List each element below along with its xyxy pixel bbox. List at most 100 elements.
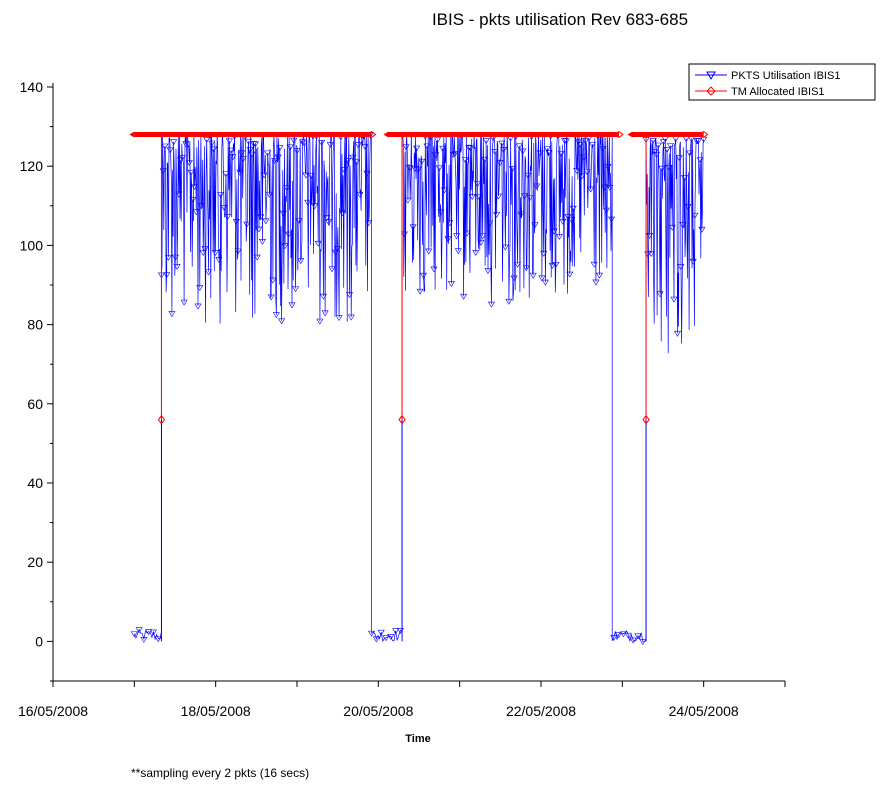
util-marker (522, 265, 530, 272)
util-marker (569, 205, 577, 212)
util-marker (493, 211, 501, 218)
util-marker (345, 292, 354, 299)
series-tm-allocated (129, 130, 709, 642)
util-marker (145, 629, 153, 636)
util-marker (283, 185, 291, 192)
util-marker (414, 166, 422, 173)
util-marker (520, 193, 529, 199)
util-marker (602, 207, 610, 214)
util-marker (274, 154, 282, 161)
util-marker (538, 275, 546, 282)
util-marker (519, 148, 527, 155)
util-marker (592, 279, 600, 286)
util-marker (475, 194, 483, 201)
util-marker (321, 310, 329, 317)
util-marker (372, 636, 380, 643)
util-marker (262, 218, 270, 225)
util-marker (194, 303, 202, 310)
util-marker (510, 275, 518, 282)
tm-end-marker (366, 130, 377, 139)
util-marker (215, 257, 223, 264)
util-marker (533, 183, 541, 190)
util-marker (187, 169, 195, 176)
util-marker (453, 233, 461, 240)
util-marker (675, 155, 683, 162)
util-marker (182, 141, 190, 148)
util-marker (180, 299, 188, 306)
util-marker (250, 141, 258, 148)
util-marker (192, 209, 200, 216)
util-marker (293, 148, 301, 154)
util-marker (514, 261, 522, 268)
util-marker (610, 635, 618, 641)
util-marker (524, 172, 532, 179)
util-marker (574, 138, 583, 145)
util-marker (599, 146, 607, 153)
util-marker (505, 298, 513, 305)
util-marker (526, 195, 534, 202)
util-marker (265, 191, 273, 198)
util-marker (658, 165, 666, 172)
util-marker (413, 145, 421, 152)
util-marker (339, 210, 347, 217)
util-marker (601, 184, 609, 191)
x-tick-label: 16/05/2008 (18, 703, 88, 719)
util-marker (163, 272, 171, 279)
legend-box (688, 63, 876, 101)
util-marker (382, 635, 390, 642)
util-marker (494, 193, 502, 200)
util-marker (536, 150, 544, 157)
util-marker (140, 637, 148, 643)
util-marker (461, 157, 469, 164)
util-marker (472, 250, 480, 257)
util-marker (271, 158, 279, 164)
util-marker (468, 194, 476, 201)
util-marker (196, 285, 204, 292)
util-marker (651, 149, 659, 155)
util-marker (178, 155, 186, 162)
util-marker (550, 228, 558, 235)
util-marker (224, 214, 232, 221)
tm-end-marker (698, 130, 709, 139)
x-tick-label: 24/05/2008 (669, 703, 739, 719)
util-marker (439, 145, 447, 152)
util-marker (433, 137, 441, 144)
util-marker (573, 168, 581, 174)
util-marker (646, 233, 654, 239)
util-marker (416, 288, 424, 295)
util-marker (222, 171, 230, 178)
util-marker (269, 277, 277, 284)
util-marker (498, 140, 506, 147)
util-marker (243, 221, 251, 228)
util-marker (347, 314, 355, 321)
util-line (133, 134, 705, 643)
util-marker (340, 167, 348, 174)
util-marker (168, 311, 176, 318)
y-tick-label: 20 (27, 554, 43, 570)
x-tick-label: 22/05/2008 (506, 703, 576, 719)
util-marker (298, 139, 307, 146)
util-marker (400, 231, 408, 238)
util-marker (325, 219, 333, 226)
util-marker (491, 149, 499, 155)
y-tick-label: 80 (27, 317, 43, 333)
util-marker (161, 143, 169, 150)
util-marker (604, 164, 612, 171)
util-marker (587, 186, 595, 193)
util-marker (480, 156, 489, 163)
util-marker (543, 146, 551, 153)
util-marker (244, 138, 253, 145)
util-marker (484, 268, 492, 275)
util-marker (130, 631, 138, 638)
y-tick-label: 140 (20, 79, 44, 95)
util-marker (446, 220, 454, 227)
util-marker (615, 632, 623, 639)
util-marker (653, 151, 661, 158)
util-marker (170, 139, 178, 146)
tm-drop-marker (398, 414, 406, 425)
util-marker (501, 244, 509, 251)
util-marker (210, 146, 218, 153)
util-marker (335, 315, 343, 322)
util-marker (663, 147, 671, 153)
util-marker (199, 250, 207, 256)
